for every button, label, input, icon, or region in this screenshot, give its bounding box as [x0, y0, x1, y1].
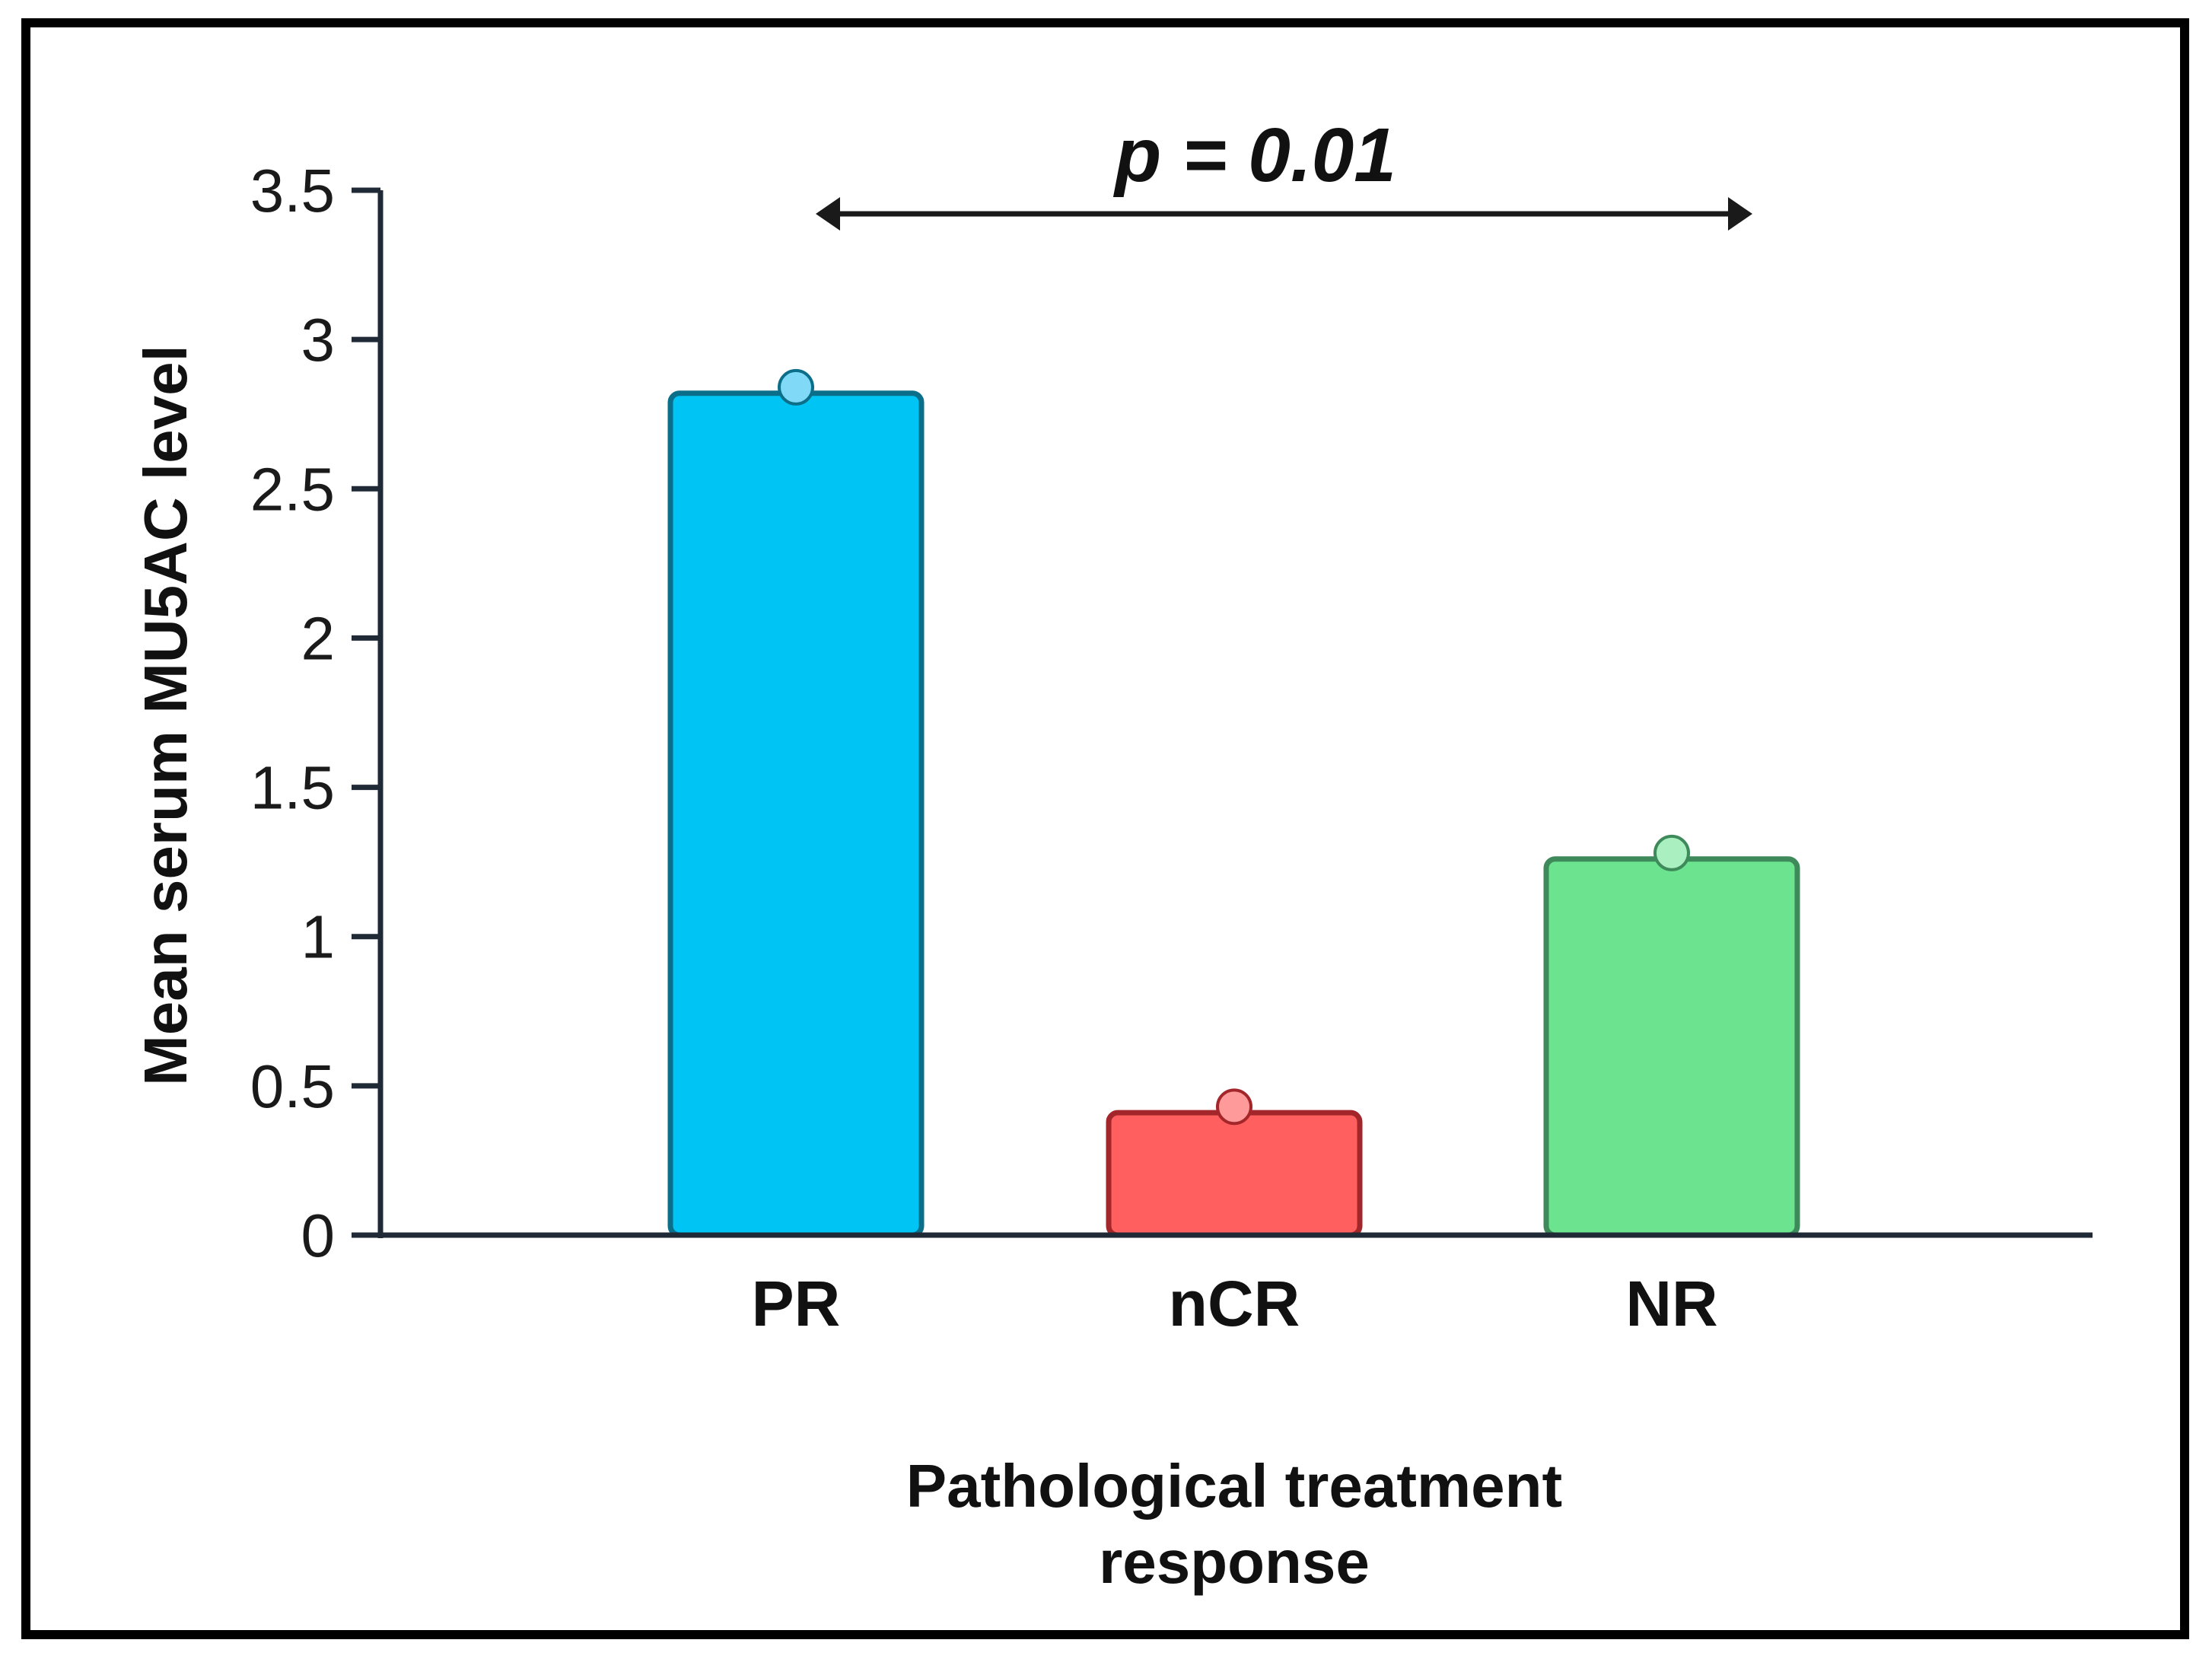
y-tick-label: 3.5	[250, 157, 335, 224]
x-tick-label-pr: PR	[752, 1268, 841, 1339]
y-axis-ticks: 0 0.5 1 1.5 2 2.5 3 3.5	[250, 157, 380, 1269]
significance-arrowhead-right	[1728, 197, 1752, 231]
y-tick-label: 2.5	[250, 455, 335, 523]
significance-arrowhead-left	[816, 197, 840, 231]
bar-pr	[667, 390, 925, 1238]
significance-annotation: p = 0.01	[816, 113, 1752, 231]
y-tick-label: 2	[301, 604, 336, 672]
x-tick-label-ncr: nCR	[1169, 1268, 1300, 1339]
x-axis-category-labels: PR nCR NR	[752, 1268, 1718, 1339]
y-axis-title: Mean serum MU5AC level	[132, 345, 199, 1086]
x-tick-label-nr: NR	[1625, 1268, 1717, 1339]
y-tick-label: 1.5	[250, 754, 335, 822]
y-tick-label: 0.5	[250, 1052, 335, 1120]
data-point-pr	[778, 368, 814, 406]
axes	[352, 190, 2093, 1238]
y-tick-label: 1	[301, 903, 336, 971]
data-point-nr	[1653, 834, 1690, 871]
bar-nr	[1543, 856, 1800, 1238]
x-axis-title-line-1: Pathological treatment	[906, 1452, 1562, 1520]
x-axis-title-line-2: response	[1099, 1528, 1370, 1596]
y-tick-label: 0	[301, 1202, 336, 1269]
y-tick-label: 3	[301, 306, 336, 374]
bars	[667, 368, 1800, 1238]
data-point-ncr	[1216, 1088, 1252, 1126]
bar-ncr	[1106, 1110, 1363, 1238]
p-value-label: p = 0.01	[1112, 113, 1396, 198]
